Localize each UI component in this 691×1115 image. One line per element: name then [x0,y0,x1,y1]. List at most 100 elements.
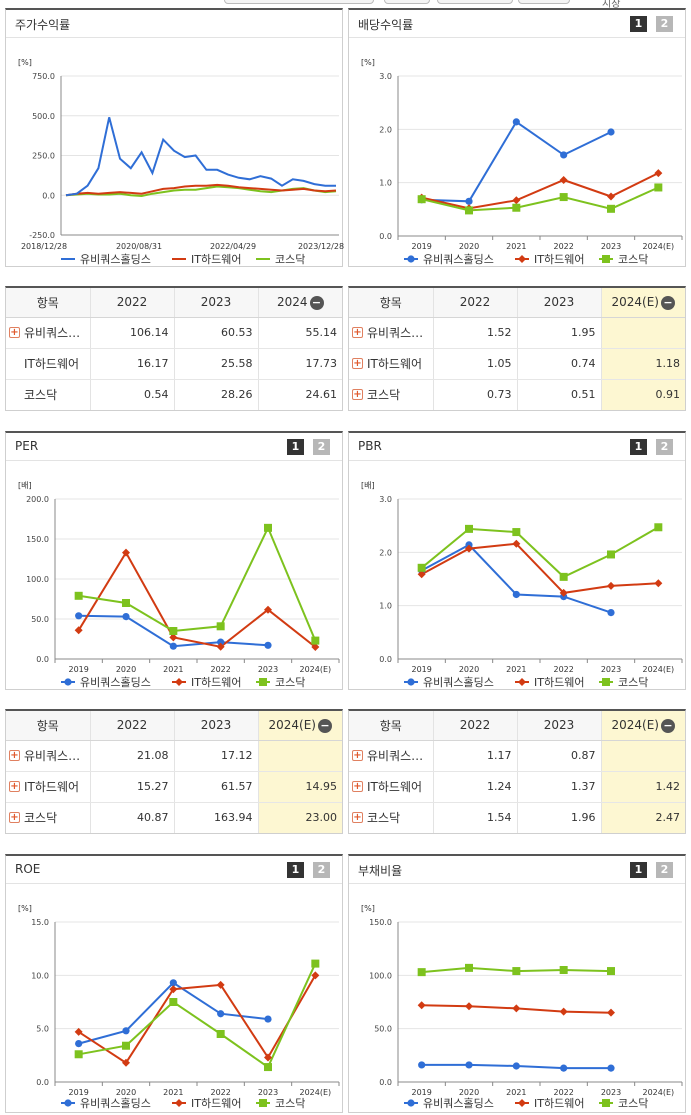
page-1-button[interactable]: 1 [630,862,647,878]
row-name[interactable]: IT하드웨어 [24,780,80,794]
page-1-button[interactable]: 1 [287,862,304,878]
y-tick-label: 0.0 [36,1078,49,1087]
data-point [169,979,177,987]
unit-label: [%] [361,904,375,913]
data-point [559,966,568,974]
row-name[interactable]: 유비쿼스… [24,749,81,763]
row-name[interactable]: IT하드웨어 [367,357,423,371]
cell: 25.58 [173,348,258,380]
table-row: + IT하드웨어 1.05 0.74 1.18 [349,348,685,380]
page-2-button[interactable]: 2 [313,439,330,455]
series-line [78,974,317,1065]
page-2-button[interactable]: 2 [656,862,673,878]
top-control[interactable] [224,0,374,4]
data-point [216,980,225,989]
data-point [311,643,320,652]
x-tick-label: 2023 [258,665,278,674]
page-1-button[interactable]: 1 [630,16,647,32]
page-1-button[interactable]: 1 [287,439,304,455]
y-tick-label: 2.0 [379,548,392,557]
x-tick-label: 2021 [163,665,183,674]
x-tick-label: 2019 [411,242,431,251]
data-point [512,1004,521,1013]
data-point [602,678,610,686]
expand-icon[interactable]: + [352,750,363,761]
x-tick-label: 2023 [601,665,621,674]
y-tick-label: 0.0 [379,232,392,241]
data-point [602,255,610,263]
cell: 16.17 [89,348,174,380]
top-control[interactable] [518,0,570,4]
table-row: + IT하드웨어 1.24 1.37 1.42 [349,771,685,803]
table-row: IT하드웨어 16.17 25.58 17.73 [6,348,342,380]
expand-icon[interactable]: + [9,327,20,338]
cell: 0.54 [89,379,174,410]
collapse-icon[interactable]: − [309,295,324,310]
page-1-button[interactable]: 1 [630,439,647,455]
data-point [512,1062,520,1070]
panel-title: 주가수익률 [15,18,71,32]
expand-icon[interactable]: + [352,358,363,369]
data-point [602,1099,610,1107]
top-control[interactable] [437,0,513,4]
y-tick-label: 50.0 [374,1025,392,1034]
data-point [122,1058,130,1067]
row-name[interactable]: 유비쿼스… [24,326,81,340]
row-name: IT하드웨어 [24,357,80,371]
page-2-button[interactable]: 2 [656,439,673,455]
data-point [169,633,178,642]
data-point [465,197,473,205]
data-point [311,971,320,980]
header-2022: 2022 [89,288,174,318]
expand-icon[interactable]: + [352,812,363,824]
data-point [607,1064,615,1072]
data-point [407,1099,415,1107]
data-point [175,678,183,686]
collapse-icon[interactable]: − [660,295,675,310]
collapse-icon[interactable]: − [660,718,675,733]
legend-label: 코스닥 [618,676,648,689]
expand-icon[interactable]: + [352,389,363,401]
y-tick-label: 750.0 [32,72,55,81]
row-name[interactable]: 유비쿼스… [367,749,424,763]
page-2-button[interactable]: 2 [656,16,673,32]
row-name[interactable]: 코스닥 [367,388,401,403]
data-point [75,612,83,620]
legend-label: 유비쿼스홀딩스 [423,1097,494,1110]
table-row: + IT하드웨어 15.27 61.57 14.95 [6,771,342,803]
page-2-button[interactable]: 2 [313,862,330,878]
data-point [407,678,415,686]
pbr-table: 항목 2022 2023 2024(E) − + 유비쿼스… 1.17 0.87 +… [348,709,686,834]
legend-label: IT하드웨어 [191,675,241,689]
series-line [421,186,659,212]
x-tick-label: 2022 [210,665,230,674]
y-tick-label: 3.0 [379,72,392,81]
row-name[interactable]: 유비쿼스… [367,326,424,340]
expand-icon[interactable]: + [352,781,363,792]
data-point [607,581,615,590]
collapse-icon[interactable]: − [317,718,332,733]
expand-icon[interactable]: + [352,327,363,338]
expand-icon[interactable]: + [9,812,20,824]
series-line [421,526,659,579]
series-line [421,120,612,203]
data-point [169,627,178,635]
row-name[interactable]: 코스닥 [367,811,401,826]
top-control[interactable] [384,0,430,4]
header-2024e: 2024(E) − [600,711,685,741]
y-tick-label: 0.0 [379,1078,392,1087]
cell: 2.47 [600,802,685,833]
x-tick-label: 2024(E) [300,665,332,674]
expand-icon[interactable]: + [9,781,20,792]
x-tick-label: 2020 [459,1088,479,1097]
header-2024e-label: 2024(E) [611,718,659,732]
legend-label: 코스닥 [275,253,305,266]
expand-icon[interactable]: + [9,750,20,761]
x-tick-label: 2022 [553,1088,573,1097]
y-tick-label: 500.0 [32,112,55,121]
row-name[interactable]: IT하드웨어 [367,780,423,794]
row-name[interactable]: 코스닥 [24,811,58,826]
legend-label: IT하드웨어 [191,252,241,266]
table-row: + 코스닥 0.73 0.51 0.91 [349,379,685,410]
data-point [512,967,521,976]
